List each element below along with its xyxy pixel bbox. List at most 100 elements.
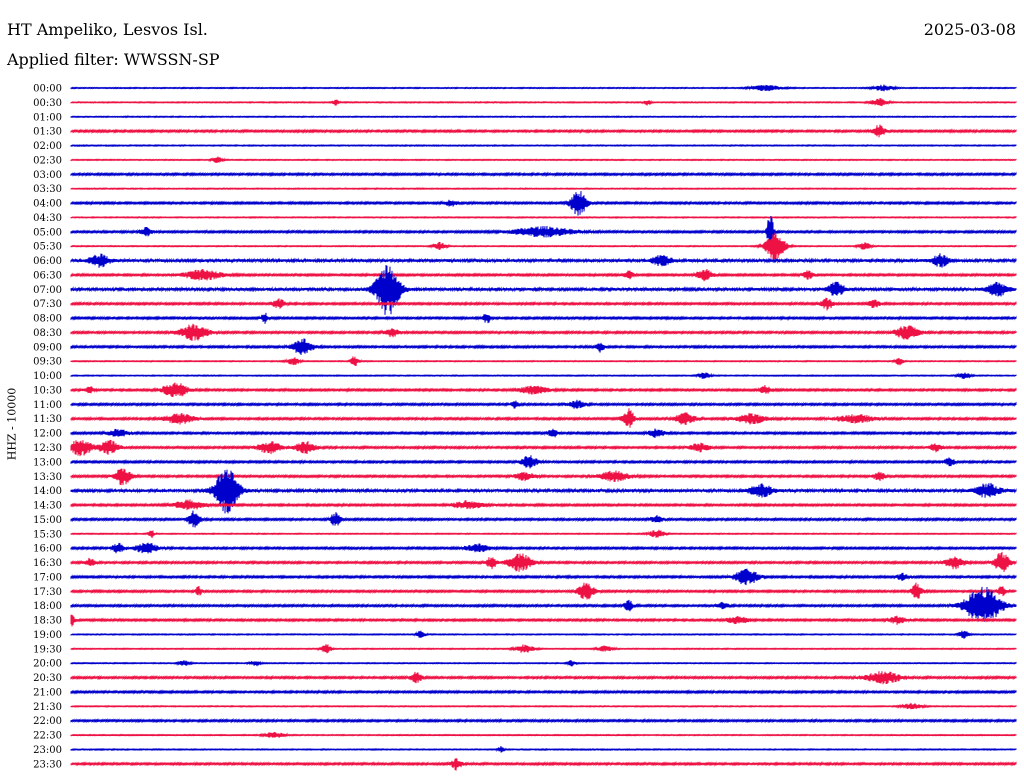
seismic-trace-row [70, 187, 1017, 191]
seismic-trace-row [70, 660, 1017, 667]
time-tick-label: 10:00 [33, 371, 62, 382]
seismic-trace-row [70, 215, 1017, 220]
time-tick-labels: 00:00 00:30 01:00 01:30 02:00 02:30 03:00 03:30… [33, 84, 62, 771]
time-tick-label: 18:30 [33, 616, 62, 627]
seismic-trace-row [70, 156, 1017, 163]
time-tick-label: 20:00 [33, 659, 62, 670]
time-tick-label: 06:30 [33, 270, 62, 281]
time-tick-label: 05:00 [33, 227, 62, 238]
time-tick-label: 03:00 [33, 170, 62, 181]
seismic-trace-row [70, 428, 1017, 438]
time-tick-label: 12:30 [33, 443, 62, 454]
seismic-trace-row [70, 372, 1017, 380]
time-tick-label: 06:00 [33, 256, 62, 267]
seismic-trace-row [70, 253, 1017, 268]
time-tick-label: 11:00 [33, 400, 62, 411]
seismic-trace-row [70, 268, 1017, 282]
seismic-trace-row [70, 338, 1017, 356]
time-tick-label: 08:30 [33, 328, 62, 339]
seismic-trace-row [70, 731, 1017, 738]
seismic-trace-row [70, 468, 1017, 486]
seismic-traces [70, 84, 1017, 771]
time-tick-label: 13:30 [33, 472, 62, 483]
seismic-trace-row [70, 312, 1017, 324]
seismic-trace-row [70, 542, 1017, 554]
time-tick-label: 16:00 [33, 544, 62, 555]
time-tick-label: 18:00 [33, 601, 62, 612]
time-tick-label: 15:00 [33, 515, 62, 526]
time-tick-label: 07:00 [33, 285, 62, 296]
seismic-trace-row [70, 529, 1017, 539]
seismic-trace-row [70, 510, 1017, 528]
time-tick-label: 11:30 [33, 414, 62, 425]
seismic-trace-row [70, 568, 1017, 586]
time-tick-label: 21:00 [33, 687, 62, 698]
time-tick-label: 04:00 [33, 199, 62, 210]
time-tick-label: 02:00 [33, 141, 62, 152]
seismic-trace-row [70, 717, 1017, 724]
seismic-trace-row [70, 469, 1017, 514]
seismic-trace-row [70, 439, 1017, 457]
seismic-trace-row [70, 191, 1017, 216]
seismic-trace-row [70, 614, 1017, 627]
time-tick-label: 12:00 [33, 429, 62, 440]
seismic-trace-row [70, 408, 1017, 428]
seismic-trace-row [70, 582, 1017, 600]
date-label: 2025-03-08 [923, 20, 1016, 39]
time-tick-label: 02:30 [33, 155, 62, 166]
time-tick-label: 20:30 [33, 673, 62, 684]
time-tick-label: 14:30 [33, 501, 62, 512]
time-tick-label: 16:30 [33, 558, 62, 569]
filter-label: Applied filter: WWSSN-SP [7, 50, 220, 69]
time-tick-label: 23:30 [33, 759, 62, 770]
time-tick-label: 09:30 [33, 357, 62, 368]
seismic-trace-row [70, 689, 1017, 695]
time-tick-label: 23:00 [33, 745, 62, 756]
seismic-trace-row [70, 124, 1017, 138]
time-tick-label: 05:30 [33, 242, 62, 253]
seismic-trace-row [70, 356, 1017, 366]
time-tick-label: 15:30 [33, 529, 62, 540]
time-tick-label: 01:00 [33, 112, 62, 123]
seismic-trace-row [70, 297, 1017, 311]
seismic-trace-row [70, 499, 1017, 511]
seismic-trace-row [70, 84, 1017, 92]
time-tick-label: 22:30 [33, 731, 62, 742]
seismic-trace-row [70, 671, 1017, 685]
seismic-trace-row [70, 586, 1017, 622]
time-tick-label: 00:00 [33, 84, 62, 95]
time-tick-label: 14:00 [33, 486, 62, 497]
seismic-trace-row [70, 399, 1017, 409]
time-tick-label: 00:30 [33, 98, 62, 109]
seismic-trace-row [70, 644, 1017, 654]
station-title: HT Ampeliko, Lesvos Isl. [7, 20, 208, 39]
seismic-trace-row [70, 455, 1017, 469]
time-tick-label: 19:00 [33, 630, 62, 641]
seismic-trace-row [70, 143, 1017, 148]
seismic-trace-row [70, 745, 1017, 753]
time-tick-label: 04:30 [33, 213, 62, 224]
seismic-trace-row [70, 264, 1017, 315]
time-tick-label: 08:00 [33, 314, 62, 325]
time-tick-label: 19:30 [33, 644, 62, 655]
time-tick-label: 17:30 [33, 587, 62, 598]
seismic-trace-row [70, 115, 1017, 119]
time-tick-label: 07:30 [33, 299, 62, 310]
seismic-trace-row [70, 382, 1017, 398]
time-tick-label: 22:00 [33, 716, 62, 727]
time-tick-label: 17:00 [33, 572, 62, 583]
seismic-trace-row [70, 757, 1017, 771]
seismic-trace-row [70, 171, 1017, 178]
seismic-trace-row [70, 232, 1017, 261]
time-tick-label: 13:00 [33, 457, 62, 468]
time-tick-label: 09:00 [33, 342, 62, 353]
seismic-trace-row [70, 702, 1017, 710]
time-tick-label: 01:30 [33, 127, 62, 138]
seismic-trace-row [70, 215, 1017, 253]
seismic-trace-row [70, 323, 1017, 341]
seismic-trace-row [70, 98, 1017, 107]
time-tick-label: 03:30 [33, 184, 62, 195]
time-tick-label: 21:30 [33, 702, 62, 713]
seismic-trace-row [70, 551, 1017, 573]
